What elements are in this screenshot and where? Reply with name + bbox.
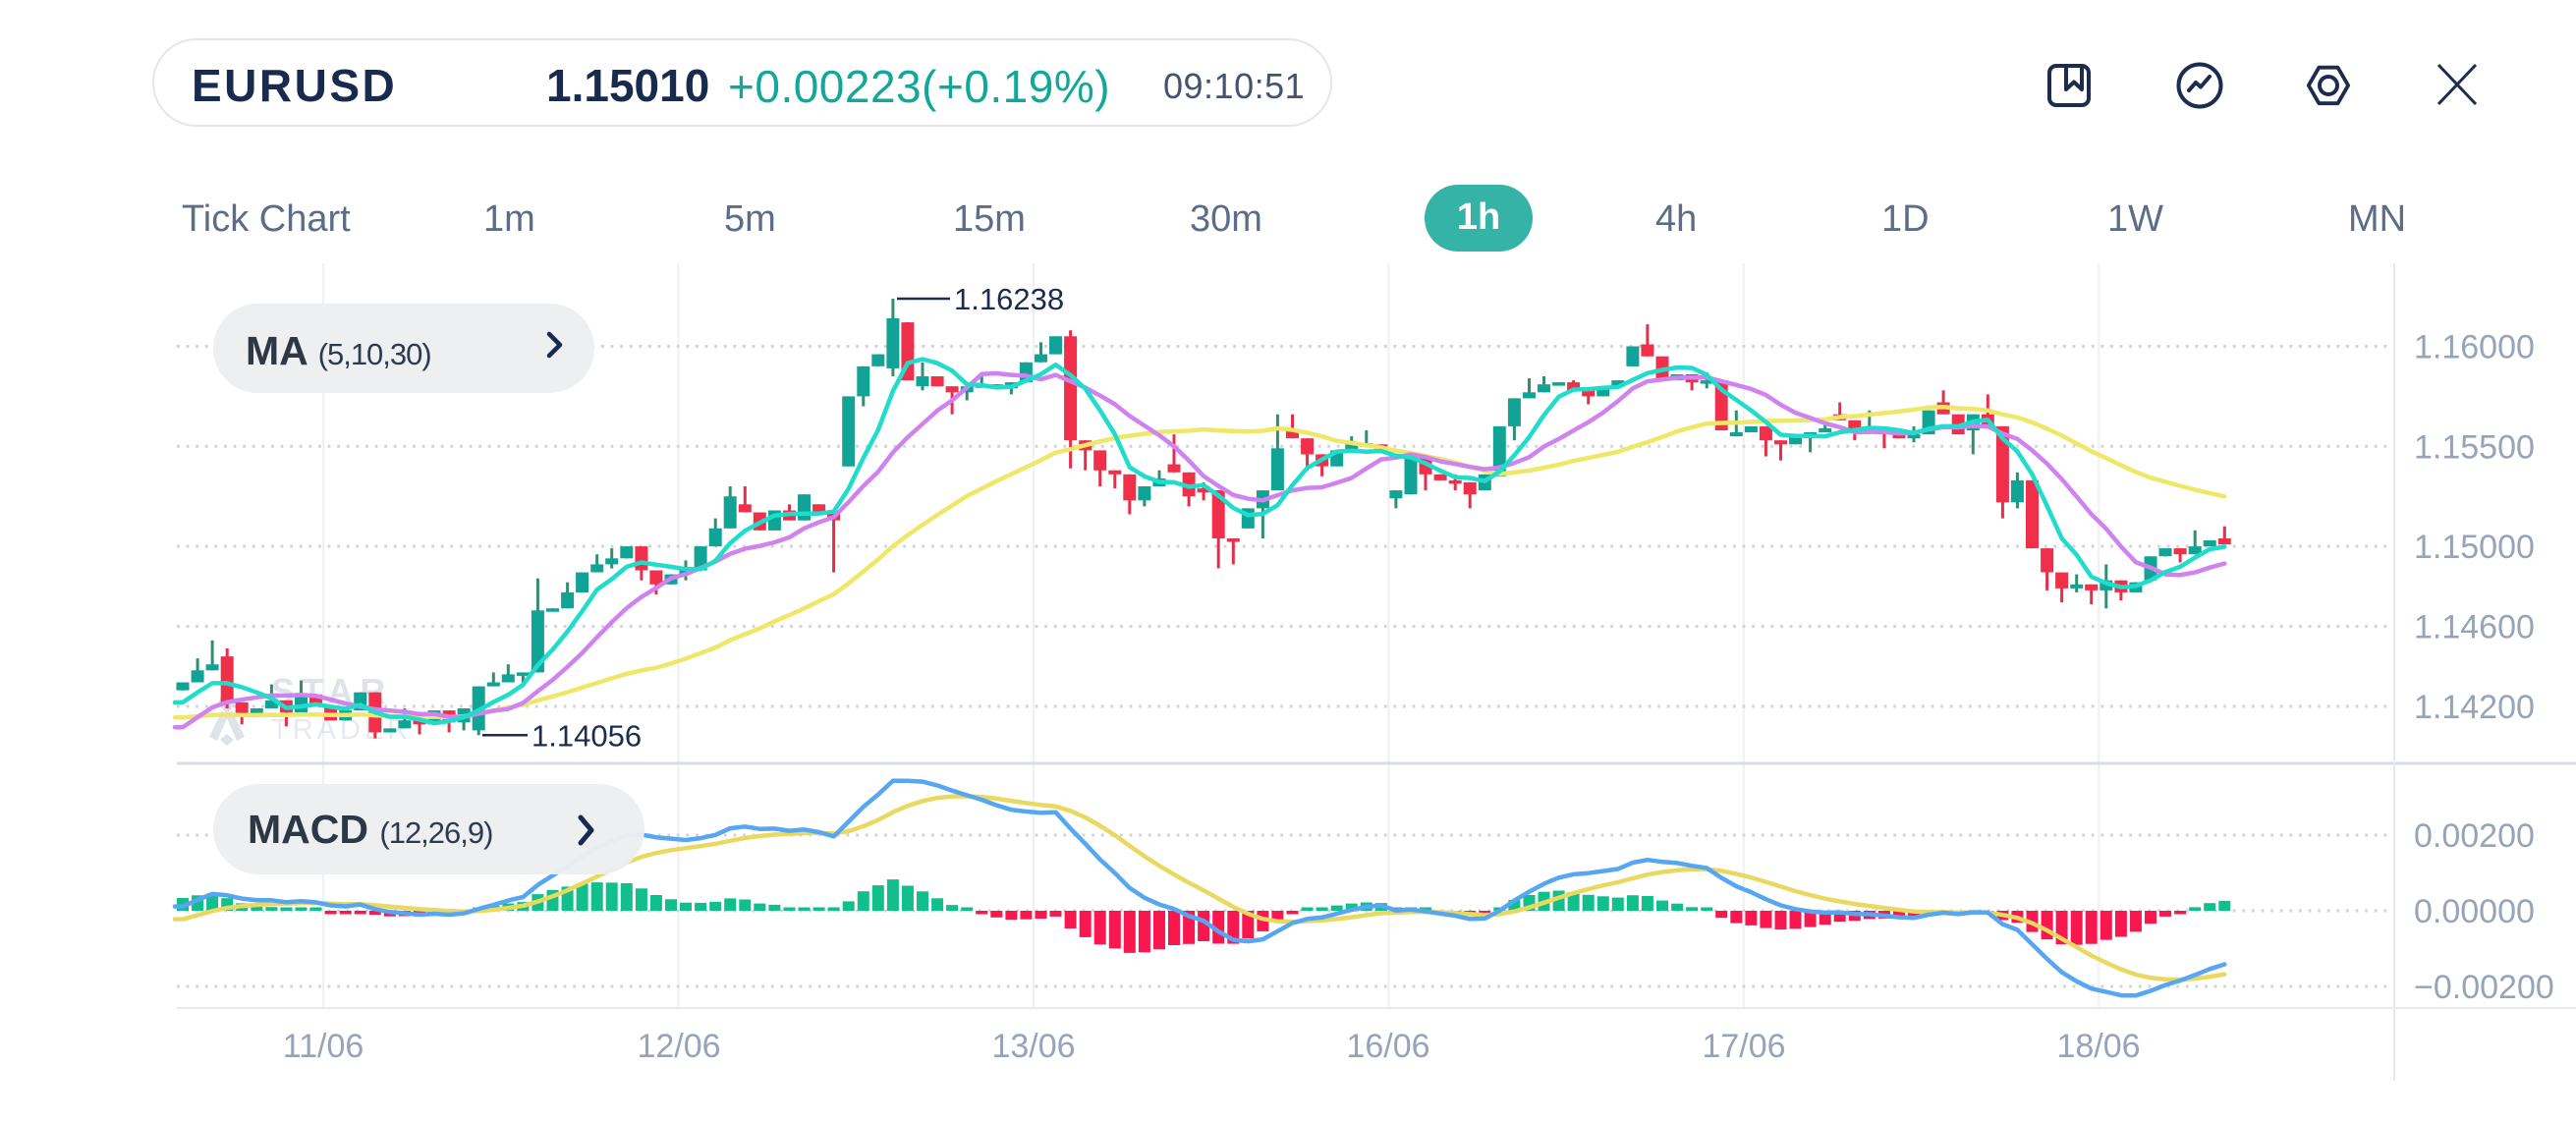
svg-text:1.15000: 1.15000 [2414, 529, 2535, 566]
svg-text:0.00000: 0.00000 [2414, 893, 2535, 930]
svg-text:1.16000: 1.16000 [2414, 329, 2535, 366]
svg-text:1.15500: 1.15500 [2414, 428, 2535, 466]
svg-text:1.16238: 1.16238 [954, 282, 1064, 316]
svg-text:12/06: 12/06 [637, 1028, 720, 1065]
svg-text:13/06: 13/06 [991, 1028, 1075, 1065]
svg-text:17/06: 17/06 [1702, 1028, 1785, 1065]
svg-text:1.14056: 1.14056 [532, 718, 642, 753]
svg-text:−0.00200: −0.00200 [2414, 969, 2554, 1006]
svg-text:18/06: 18/06 [2056, 1028, 2140, 1065]
svg-text:0.00200: 0.00200 [2414, 817, 2535, 855]
svg-text:11/06: 11/06 [283, 1028, 364, 1065]
svg-text:16/06: 16/06 [1346, 1028, 1429, 1065]
svg-text:1.14200: 1.14200 [2414, 689, 2535, 726]
svg-text:1.14600: 1.14600 [2414, 609, 2535, 646]
